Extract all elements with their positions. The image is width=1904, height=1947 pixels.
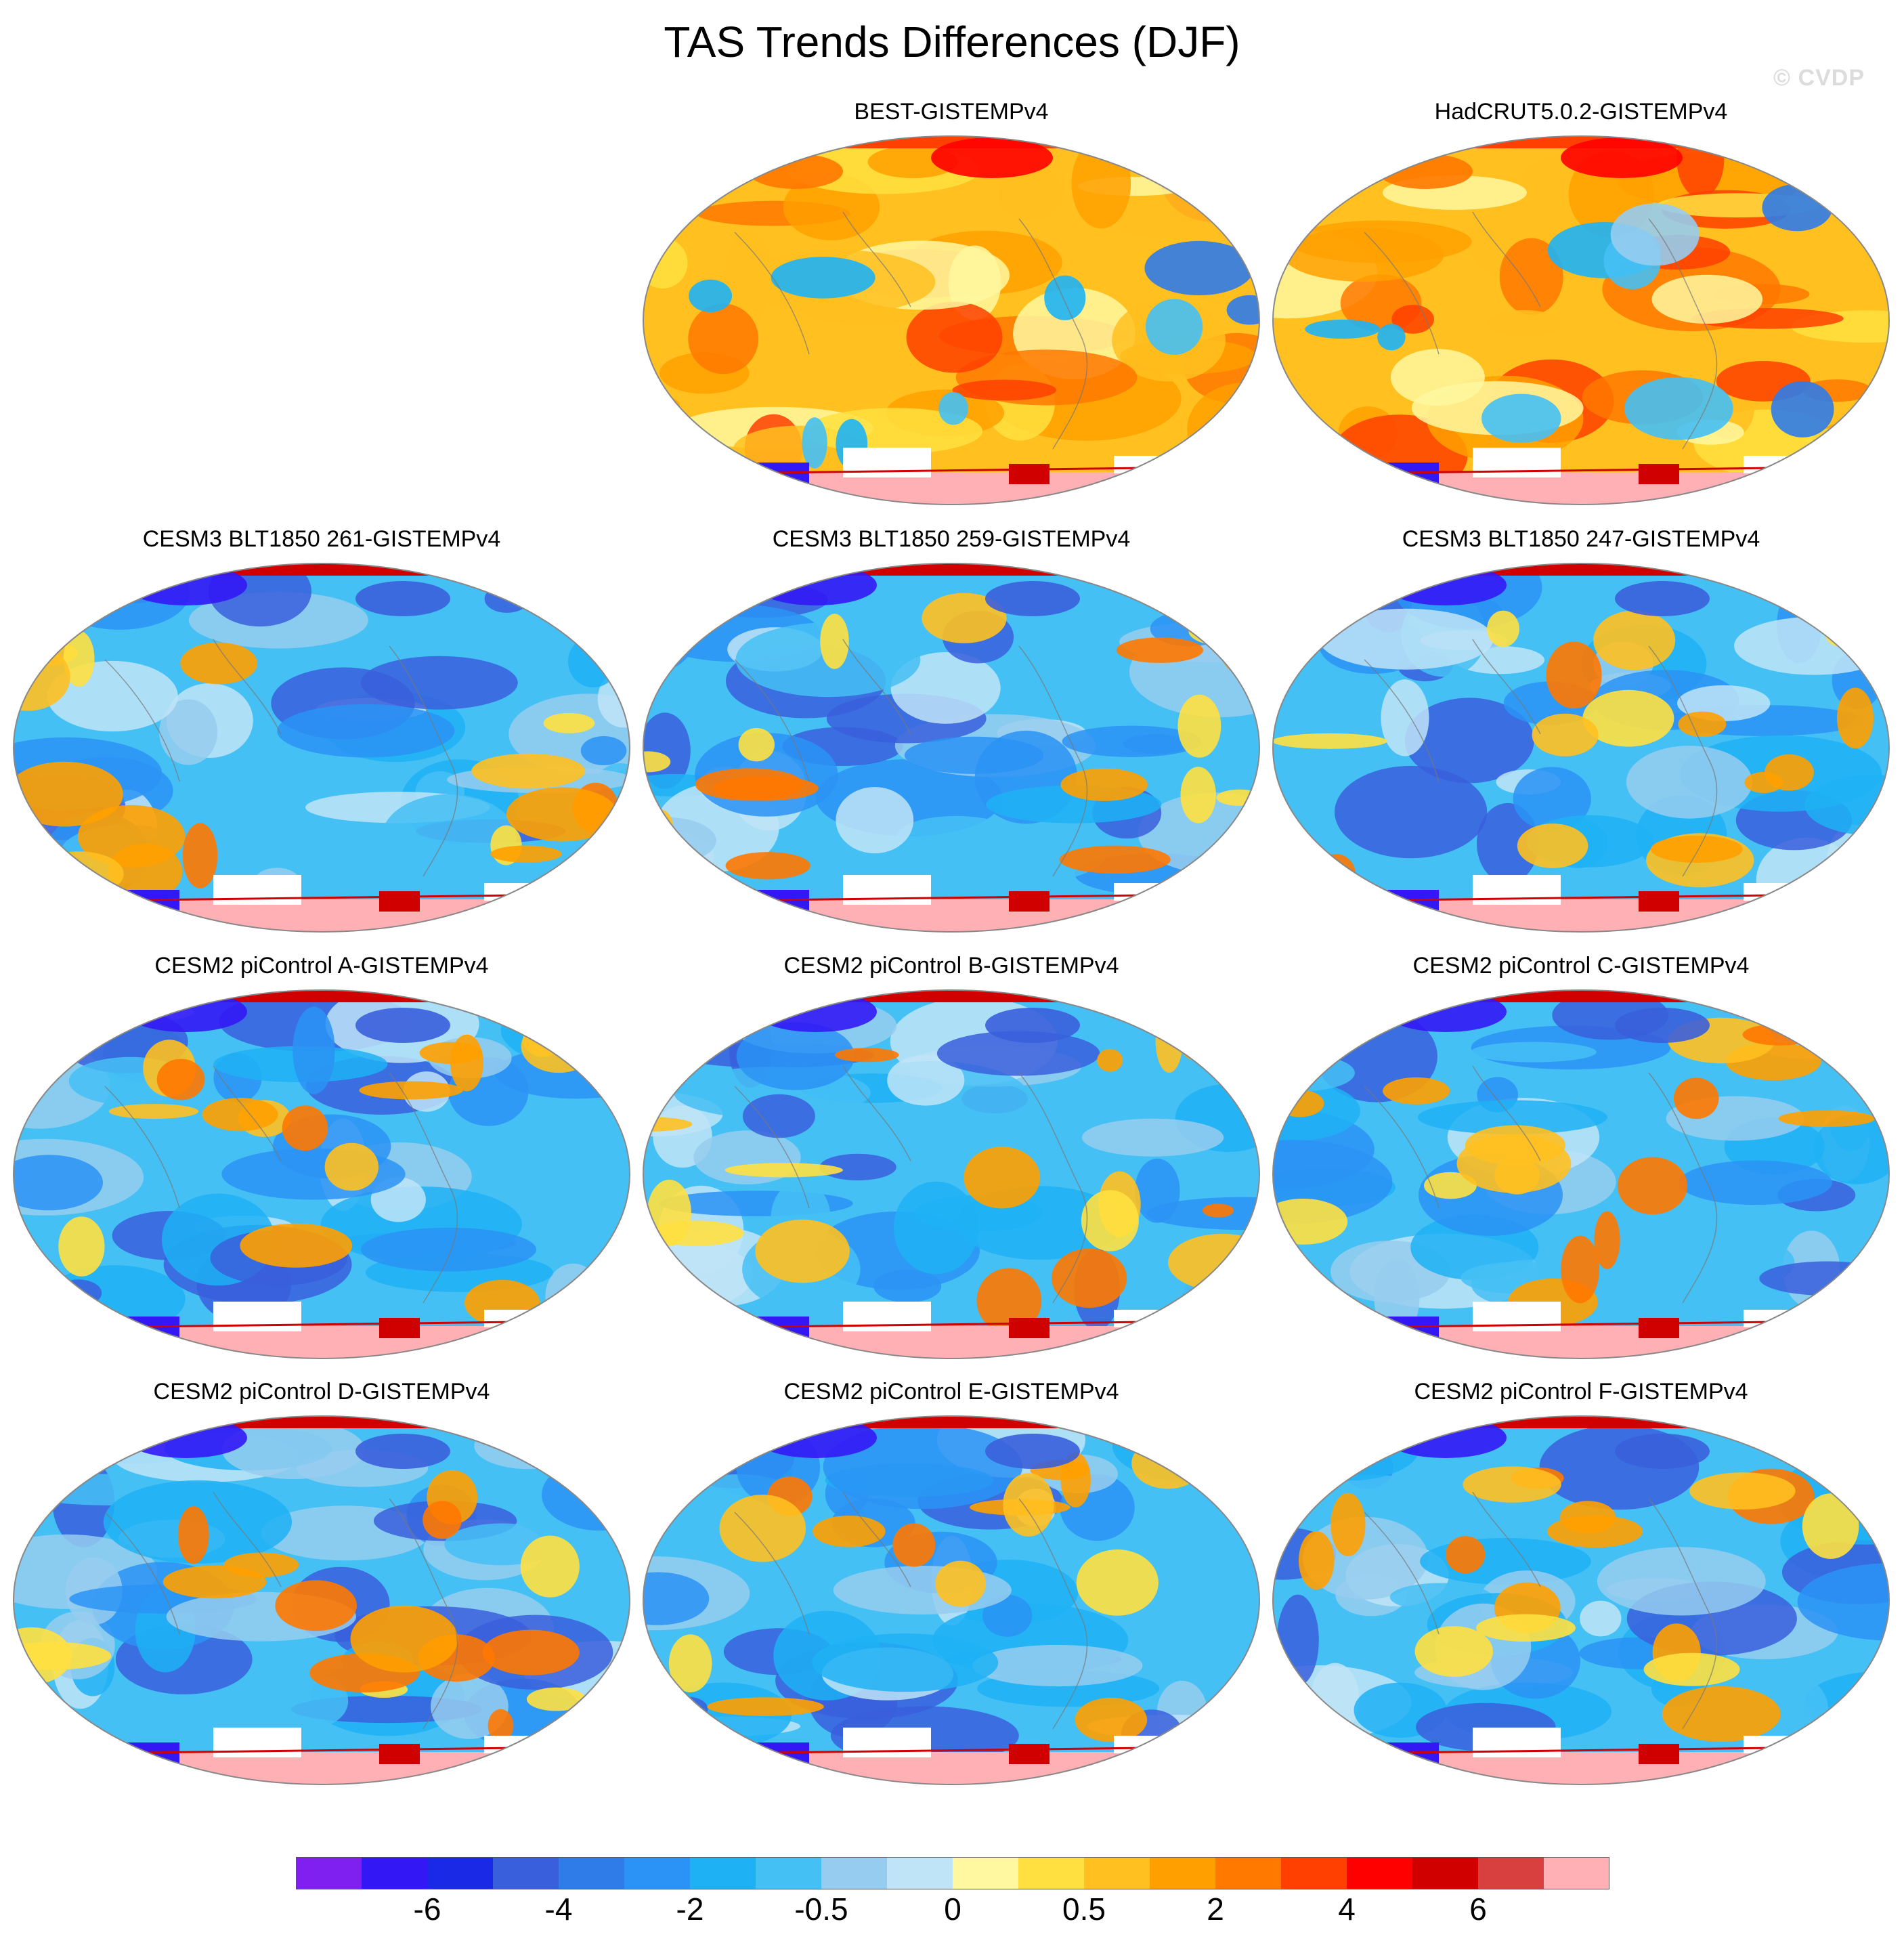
robinson-map — [13, 563, 630, 933]
robinson-map — [1272, 563, 1890, 933]
map-panel: CESM3 BLT1850 259-GISTEMPv4 — [640, 526, 1263, 959]
robinson-map — [643, 563, 1260, 933]
colorbar — [296, 1857, 1609, 1889]
colorbar-tick-label: -4 — [544, 1891, 573, 1927]
map-panel: HadCRUT5.0.2-GISTEMPv4 — [1270, 98, 1892, 532]
colorbar-swatch — [1347, 1857, 1413, 1889]
robinson-map — [1272, 1415, 1890, 1785]
colorbar-swatch — [756, 1857, 822, 1889]
colorbar-swatch — [1412, 1857, 1479, 1889]
colorbar-swatch — [1478, 1857, 1544, 1889]
robinson-map — [13, 989, 630, 1359]
colorbar-swatch — [624, 1857, 691, 1889]
robinson-map — [643, 135, 1260, 505]
map-panel: CESM2 piControl E-GISTEMPv4 — [640, 1378, 1263, 1812]
colorbar-tick-label: 4 — [1338, 1891, 1356, 1927]
colorbar-swatch — [427, 1857, 494, 1889]
map-panel: BEST-GISTEMPv4 — [640, 98, 1263, 532]
robinson-map — [643, 989, 1260, 1359]
colorbar-tick-label: -0.5 — [794, 1891, 848, 1927]
colorbar-swatch — [1281, 1857, 1347, 1889]
colorbar-tick-label: -2 — [676, 1891, 704, 1927]
colorbar-swatch — [1215, 1857, 1282, 1889]
colorbar-swatch — [1150, 1857, 1216, 1889]
colorbar-swatch — [296, 1857, 362, 1889]
colorbar-swatch — [493, 1857, 559, 1889]
panel-title: HadCRUT5.0.2-GISTEMPv4 — [1434, 99, 1728, 125]
panel-title: CESM3 BLT1850 247-GISTEMPv4 — [1402, 526, 1760, 552]
colorbar-swatch — [887, 1857, 953, 1889]
colorbar-swatch — [953, 1857, 1019, 1889]
colorbar-swatch — [821, 1857, 888, 1889]
colorbar-swatch — [1084, 1857, 1150, 1889]
panel-title: CESM2 piControl B-GISTEMPv4 — [783, 953, 1119, 979]
colorbar-tick-label: -6 — [413, 1891, 441, 1927]
robinson-map — [13, 1415, 630, 1785]
colorbar-tick-label: 2 — [1207, 1891, 1224, 1927]
cvdp-watermark: © CVDP — [1773, 65, 1865, 91]
panel-title: CESM2 piControl D-GISTEMPv4 — [153, 1379, 490, 1405]
colorbar-swatch — [559, 1857, 625, 1889]
robinson-map — [643, 1415, 1260, 1785]
map-panel: CESM2 piControl D-GISTEMPv4 — [10, 1378, 633, 1812]
panel-title: CESM2 piControl C-GISTEMPv4 — [1412, 953, 1750, 979]
robinson-map — [1272, 135, 1890, 505]
robinson-map — [1272, 989, 1890, 1359]
map-panel: CESM2 piControl C-GISTEMPv4 — [1270, 952, 1892, 1386]
map-panel: CESM2 piControl A-GISTEMPv4 — [10, 952, 633, 1386]
panel-title: CESM2 piControl E-GISTEMPv4 — [783, 1379, 1119, 1405]
colorbar-tick-label: 6 — [1469, 1891, 1487, 1927]
panel-title: CESM3 BLT1850 259-GISTEMPv4 — [772, 526, 1131, 552]
panel-title: CESM2 piControl F-GISTEMPv4 — [1414, 1379, 1748, 1405]
colorbar-swatch — [1018, 1857, 1085, 1889]
colorbar-swatch — [1544, 1857, 1609, 1889]
map-panel: CESM3 BLT1850 247-GISTEMPv4 — [1270, 526, 1892, 959]
colorbar-tick-label: 0 — [944, 1891, 961, 1927]
map-panel: CESM3 BLT1850 261-GISTEMPv4 — [10, 526, 633, 959]
colorbar-tick-label: 0.5 — [1062, 1891, 1106, 1927]
panel-title: CESM3 BLT1850 261-GISTEMPv4 — [142, 526, 501, 552]
map-panel: CESM2 piControl F-GISTEMPv4 — [1270, 1378, 1892, 1812]
colorbar-swatch — [362, 1857, 428, 1889]
map-panel: CESM2 piControl B-GISTEMPv4 — [640, 952, 1263, 1386]
colorbar-swatch — [690, 1857, 756, 1889]
panel-title: CESM2 piControl A-GISTEMPv4 — [154, 953, 489, 979]
panel-title: BEST-GISTEMPv4 — [854, 99, 1049, 125]
figure-title: TAS Trends Differences (DJF) — [664, 18, 1240, 66]
